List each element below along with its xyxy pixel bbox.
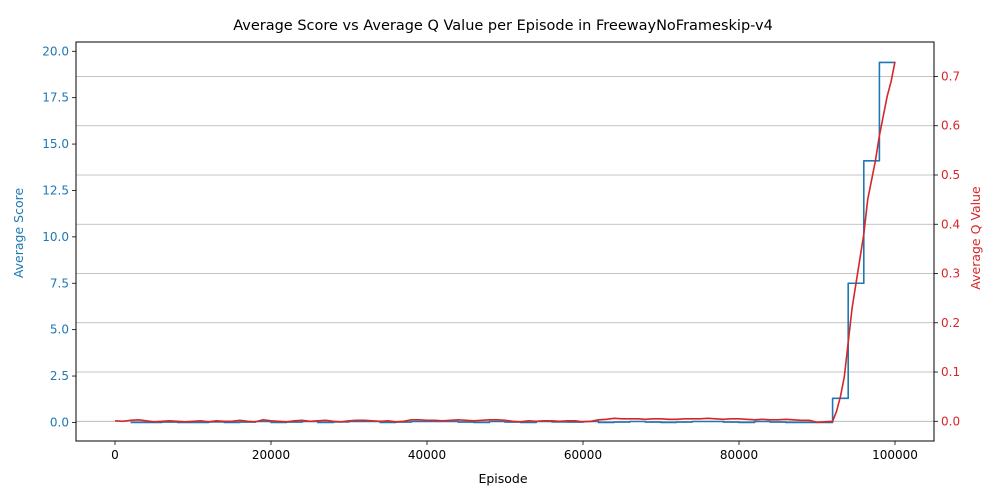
average-q-value-series-line: [114, 61, 896, 424]
x-axis: 0 20000 40000 60000 80000 100000: [111, 441, 918, 462]
right-y-tick-label: 0.1: [941, 365, 960, 379]
right-y-axis: 0.0 0.1 0.2 0.3 0.4 0.5 0.6 0.7: [934, 69, 960, 428]
right-y-tick-label: 0.2: [941, 316, 960, 330]
right-y-tick-label: 0.4: [941, 217, 960, 231]
left-y-tick-label: 5.0: [50, 323, 69, 337]
right-y-tick-label: 0.6: [941, 119, 960, 133]
right-y-tick-label: 0.7: [941, 69, 960, 83]
x-tick-label: 20000: [252, 448, 290, 462]
series-layer: [114, 61, 896, 424]
left-y-axis-label: Average Score: [11, 188, 26, 279]
x-tick-label: 60000: [564, 448, 602, 462]
left-y-axis: 0.0 2.5 5.0 7.5 10.0 12.5 15.0 17.5 20.0: [42, 44, 76, 429]
left-y-tick-label: 20.0: [42, 44, 69, 58]
x-tick-label: 0: [111, 448, 119, 462]
x-tick-label: 40000: [408, 448, 446, 462]
left-y-tick-label: 7.5: [50, 276, 69, 290]
left-y-tick-label: 10.0: [42, 230, 69, 244]
x-axis-label: Episode: [478, 471, 527, 486]
left-y-tick-label: 12.5: [42, 183, 69, 197]
x-tick-label: 100000: [872, 448, 918, 462]
x-tick-label: 80000: [720, 448, 758, 462]
left-y-tick-label: 15.0: [42, 137, 69, 151]
chart-title: Average Score vs Average Q Value per Epi…: [233, 18, 773, 34]
average-score-series-line: [130, 61, 895, 424]
left-y-tick-label: 2.5: [50, 369, 69, 383]
left-y-tick-label: 0.0: [50, 415, 69, 429]
right-y-tick-label: 0.0: [941, 414, 960, 428]
right-y-tick-label: 0.3: [941, 267, 960, 281]
plot-frame: [75, 41, 935, 442]
right-y-tick-label: 0.5: [941, 168, 960, 182]
left-y-tick-label: 17.5: [42, 91, 69, 105]
grid-layer: [76, 76, 934, 422]
right-y-axis-label: Average Q Value: [968, 186, 983, 290]
